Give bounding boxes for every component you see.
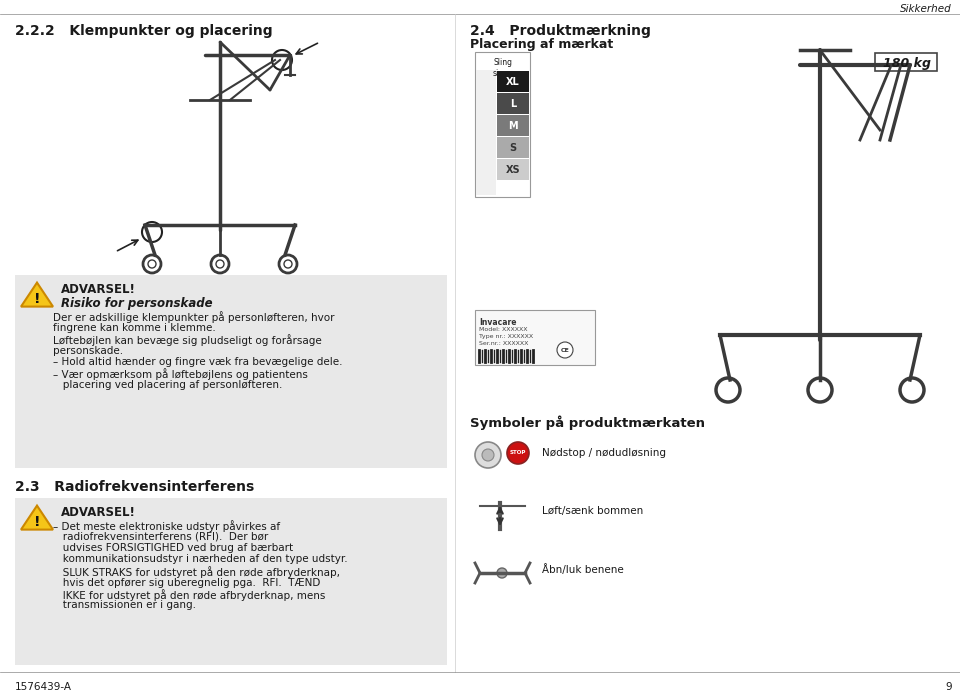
- Text: CE: CE: [561, 348, 569, 352]
- Text: radiofrekvensinterferens (RFI).  Der bør: radiofrekvensinterferens (RFI). Der bør: [53, 531, 268, 542]
- Polygon shape: [21, 506, 53, 529]
- Text: kommunikationsudstyr i nærheden af den type udstyr.: kommunikationsudstyr i nærheden af den t…: [53, 554, 348, 565]
- Text: personskade.: personskade.: [53, 346, 123, 355]
- Text: SLUK STRAKS for udstyret på den røde afbryderknap,: SLUK STRAKS for udstyret på den røde afb…: [53, 566, 340, 578]
- Text: Sling
sizes: Sling sizes: [493, 58, 512, 78]
- Text: M: M: [508, 121, 517, 131]
- Text: Model: XXXXXX: Model: XXXXXX: [479, 327, 527, 332]
- Text: placering ved placering af personløfteren.: placering ved placering af personløftere…: [53, 380, 282, 390]
- Text: Placering af mærkat: Placering af mærkat: [470, 38, 613, 51]
- Text: – Hold altid hænder og fingre væk fra bevægelige dele.: – Hold altid hænder og fingre væk fra be…: [53, 357, 343, 367]
- Bar: [497, 71, 529, 92]
- Text: !: !: [34, 292, 40, 306]
- Text: XL: XL: [506, 77, 520, 87]
- Circle shape: [475, 442, 501, 468]
- Text: Ser.nr.: XXXXXX: Ser.nr.: XXXXXX: [479, 341, 528, 346]
- Text: ADVARSEL!: ADVARSEL!: [61, 506, 136, 519]
- Circle shape: [557, 342, 573, 358]
- Text: transmissionen er i gang.: transmissionen er i gang.: [53, 600, 196, 611]
- Polygon shape: [21, 283, 53, 307]
- Text: STOP: STOP: [510, 451, 526, 455]
- Text: IKKE for udstyret på den røde afbryderknap, mens: IKKE for udstyret på den røde afbryderkn…: [53, 589, 325, 601]
- Bar: [476, 70, 496, 195]
- Text: XS: XS: [506, 165, 520, 175]
- Text: 2.3   Radiofrekvensinterferens: 2.3 Radiofrekvensinterferens: [15, 480, 254, 494]
- Text: 2.4   Produktmærkning: 2.4 Produktmærkning: [470, 24, 651, 38]
- Text: Risiko for personskade: Risiko for personskade: [61, 297, 212, 310]
- Text: S: S: [510, 143, 516, 153]
- Bar: [497, 137, 529, 158]
- Text: Der er adskillige klempunkter på personløfteren, hvor: Der er adskillige klempunkter på personl…: [53, 311, 334, 323]
- Text: Sikkerhed: Sikkerhed: [900, 4, 952, 14]
- Text: Åbn/luk benene: Åbn/luk benene: [542, 564, 624, 575]
- Circle shape: [497, 568, 507, 578]
- Text: L: L: [510, 99, 516, 109]
- Text: 180 kg: 180 kg: [883, 57, 931, 70]
- Text: Type nr.: XXXXXX: Type nr.: XXXXXX: [479, 334, 533, 339]
- Bar: [475, 52, 530, 197]
- Text: Nødstop / nødudløsning: Nødstop / nødudløsning: [542, 448, 666, 458]
- Text: 9: 9: [946, 682, 952, 691]
- Text: 1576439-A: 1576439-A: [15, 682, 72, 691]
- Text: hvis det opfører sig uberegnelig pga.  RFI.  TÆND: hvis det opfører sig uberegnelig pga. RF…: [53, 578, 321, 587]
- Bar: [875, 53, 937, 71]
- Text: – Vær opmærksom på løftebøjlens og patientens: – Vær opmærksom på løftebøjlens og patie…: [53, 368, 308, 381]
- Text: ADVARSEL!: ADVARSEL!: [61, 283, 136, 296]
- Text: udvises FORSIGTIGHED ved brug af bærbart: udvises FORSIGTIGHED ved brug af bærbart: [53, 543, 293, 553]
- Text: Løftebøjlen kan bevæge sig pludseligt og forårsage: Løftebøjlen kan bevæge sig pludseligt og…: [53, 334, 322, 346]
- Bar: [475, 310, 595, 365]
- Circle shape: [507, 442, 529, 464]
- Bar: [497, 159, 529, 180]
- Bar: [497, 115, 529, 136]
- Text: – Det meste elektroniske udstyr påvirkes af: – Det meste elektroniske udstyr påvirkes…: [53, 520, 280, 532]
- Bar: [15, 275, 447, 468]
- Circle shape: [482, 449, 494, 461]
- Bar: [497, 93, 529, 114]
- Text: !: !: [34, 515, 40, 529]
- Text: Symboler på produktmærkaten: Symboler på produktmærkaten: [470, 415, 705, 430]
- Text: fingrene kan komme i klemme.: fingrene kan komme i klemme.: [53, 323, 216, 332]
- Text: 2.2.2   Klempunkter og placering: 2.2.2 Klempunkter og placering: [15, 24, 273, 38]
- Text: Løft/sænk bommen: Løft/sænk bommen: [542, 506, 643, 516]
- Text: Invacare: Invacare: [479, 318, 516, 327]
- Bar: [15, 498, 447, 665]
